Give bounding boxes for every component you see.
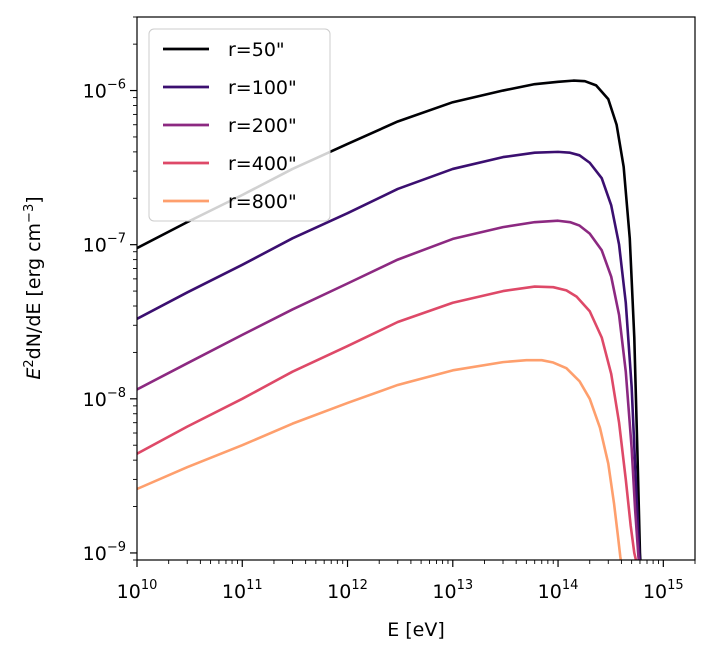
legend-box [148, 28, 331, 222]
y-axis-label-mid: dN/dE [erg cm [23, 223, 45, 359]
legend-label-2: r=100" [228, 77, 297, 99]
y-tick-label: 10−8 [83, 386, 126, 411]
y-axis-label: E2dN/dE [erg cm−3] [22, 196, 46, 379]
x-tick-label: 1013 [432, 578, 473, 603]
legend-label-3: r=200" [228, 115, 297, 137]
legend: r=50" r=100" r=200" r=400" r=800" [148, 28, 331, 222]
y-axis-ticks [130, 16, 137, 561]
x-tick-label: 1012 [327, 578, 368, 603]
x-axis-label: E [eV] [387, 619, 445, 641]
series-line-4 [137, 285, 638, 560]
y-tick-label: 10−9 [83, 540, 126, 565]
x-tick-label: 1015 [643, 578, 684, 603]
series-line-5 [137, 358, 623, 560]
y-axis-tick-labels: 10−9 10−8 10−7 10−6 [83, 78, 126, 565]
x-axis-tick-labels: 1010 1011 1012 1013 1014 1015 [117, 578, 684, 603]
legend-label-4: r=400" [228, 153, 297, 175]
series-line-3 [137, 219, 641, 560]
x-tick-label: 1011 [222, 578, 263, 603]
y-axis-label-close: ] [23, 196, 45, 203]
x-axis-ticks [136, 560, 696, 567]
plot-frame [136, 16, 696, 561]
y-tick-label: 10−7 [83, 232, 126, 257]
y-axis-label-sup1: 2 [22, 359, 37, 367]
y-axis-label-e: E [23, 368, 45, 380]
y-tick-label: 10−6 [83, 78, 126, 103]
legend-label-1: r=50" [228, 39, 285, 61]
y-axis-label-sup2: −3 [22, 204, 37, 223]
series-line-2 [137, 150, 642, 560]
x-tick-label: 1014 [538, 578, 579, 603]
legend-label-5: r=800" [228, 191, 297, 213]
x-tick-label: 1010 [117, 578, 158, 603]
